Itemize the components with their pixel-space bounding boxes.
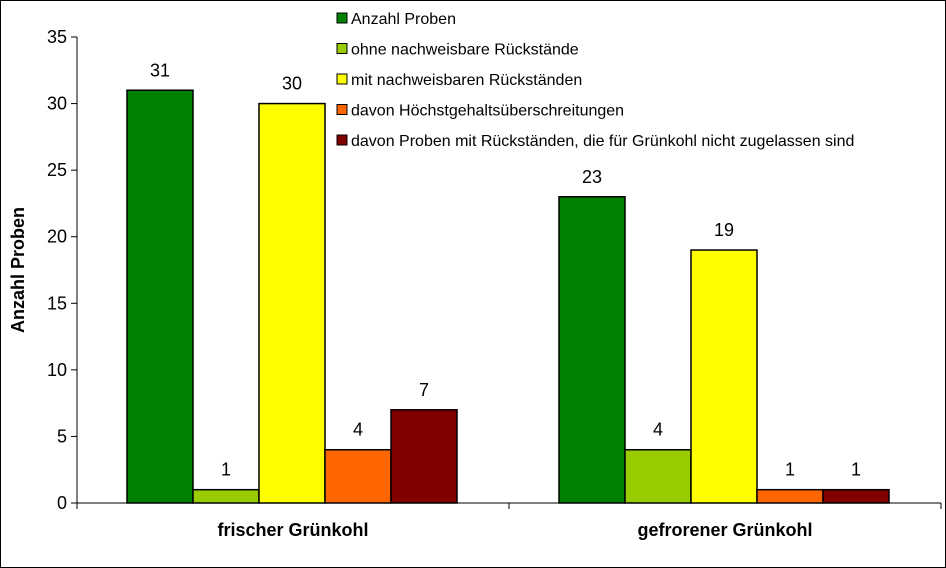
axes: 0 5 10 15 20 25 30 35 frischer Grünkohl gefrorene… xyxy=(47,27,942,540)
legend-swatch-davon-proben-mit-ruckstanden-die-fur-grunkohl-nicht-zugelassen-sind xyxy=(336,134,348,146)
bar-mit-nachweisbaren-ruckstanden-gefrorener-grunkohl xyxy=(690,249,758,504)
bar-ohne-nachweisbare-ruckstande-frischer-grunkohl xyxy=(192,488,260,504)
y-tick-label-30: 30 xyxy=(47,94,67,114)
legend-label-ohne-nachweisbare-ruckstande: ohne nachweisbare Rückstände xyxy=(351,42,579,59)
y-tick-label-10: 10 xyxy=(47,360,67,380)
bar-anzahl-proben-frischer-grunkohl xyxy=(126,89,194,504)
y-tick-label-35: 35 xyxy=(47,27,67,47)
data-label-ohne-nachweisbare-ruckstande-gefrorener-grunkohl: 4 xyxy=(653,420,663,440)
data-label-davon-hochstgehaltsuberschreitungen-gefrorener-grunkohl: 1 xyxy=(785,460,795,480)
y-tick-label-25: 25 xyxy=(47,160,67,180)
x-category-label-frischer-grunkohl: frischer Grünkohl xyxy=(217,520,368,540)
data-label-davon-proben-mit-ruckstanden-die-fur-grunkohl-nicht-zugelassen-sind-frischer-grunkohl: 7 xyxy=(419,380,429,400)
bar-davon-proben-mit-ruckstanden-die-fur-grunkohl-nicht-zugelassen-sind-frischer-grunkohl xyxy=(390,409,458,504)
legend-label-davon-hochstgehaltsuberschreitungen: davon Höchstgehaltsüberschreitungen xyxy=(351,103,624,120)
bar-davon-proben-mit-ruckstanden-die-fur-grunkohl-nicht-zugelassen-sind-gefrorener-grunkohl xyxy=(822,488,890,504)
y-tick-label-5: 5 xyxy=(57,426,67,446)
data-label-davon-proben-mit-ruckstanden-die-fur-grunkohl-nicht-zugelassen-sind-gefrorener-grunkohl: 1 xyxy=(851,460,861,480)
data-labels: 31 1 30 4 7 23 4 19 1 1 xyxy=(150,60,861,479)
legend-label-mit-nachweisbaren-ruckstanden: mit nachweisbaren Rückständen xyxy=(351,72,582,89)
bar-anzahl-proben-gefrorener-grunkohl xyxy=(558,196,626,504)
bar-davon-hochstgehaltsuberschreitungen-gefrorener-grunkohl xyxy=(756,488,824,504)
y-tick-label-0: 0 xyxy=(57,493,67,513)
bar-davon-hochstgehaltsuberschreitungen-frischer-grunkohl xyxy=(324,448,392,504)
data-label-anzahl-proben-gefrorener-grunkohl: 23 xyxy=(582,167,602,187)
bar-mit-nachweisbaren-ruckstanden-frischer-grunkohl xyxy=(258,102,326,504)
x-category-label-gefrorener-grunkohl: gefrorener Grünkohl xyxy=(637,520,812,540)
y-axis-title: Anzahl Proben xyxy=(8,207,28,333)
data-label-mit-nachweisbaren-ruckstanden-gefrorener-grunkohl: 19 xyxy=(714,220,734,240)
legend-swatch-davon-hochstgehaltsuberschreitungen xyxy=(336,104,348,115)
legend-swatch-ohne-nachweisbare-ruckstande xyxy=(336,43,348,54)
data-label-mit-nachweisbaren-ruckstanden-frischer-grunkohl: 30 xyxy=(282,74,302,94)
data-label-davon-hochstgehaltsuberschreitungen-frischer-grunkohl: 4 xyxy=(353,420,363,440)
bar-ohne-nachweisbare-ruckstande-gefrorener-grunkohl xyxy=(624,448,692,504)
y-tick-label-15: 15 xyxy=(47,293,67,313)
legend-swatch-mit-nachweisbaren-ruckstanden xyxy=(336,73,348,85)
legend-label-davon-proben-mit-ruckstanden-die-fur-grunkohl-nicht-zugelassen-sind: davon Proben mit Rückständen, die für Gr… xyxy=(351,133,854,150)
data-label-anzahl-proben-frischer-grunkohl: 31 xyxy=(150,60,170,80)
legend-label-anzahl-proben: Anzahl Proben xyxy=(351,11,456,28)
y-tick-label-20: 20 xyxy=(47,227,67,247)
legend-swatch-anzahl-proben xyxy=(336,12,348,24)
legend: Anzahl Proben ohne nachweisbare Rückständ… xyxy=(336,11,854,150)
data-label-ohne-nachweisbare-ruckstande-frischer-grunkohl: 1 xyxy=(221,460,231,480)
bars xyxy=(126,89,890,504)
